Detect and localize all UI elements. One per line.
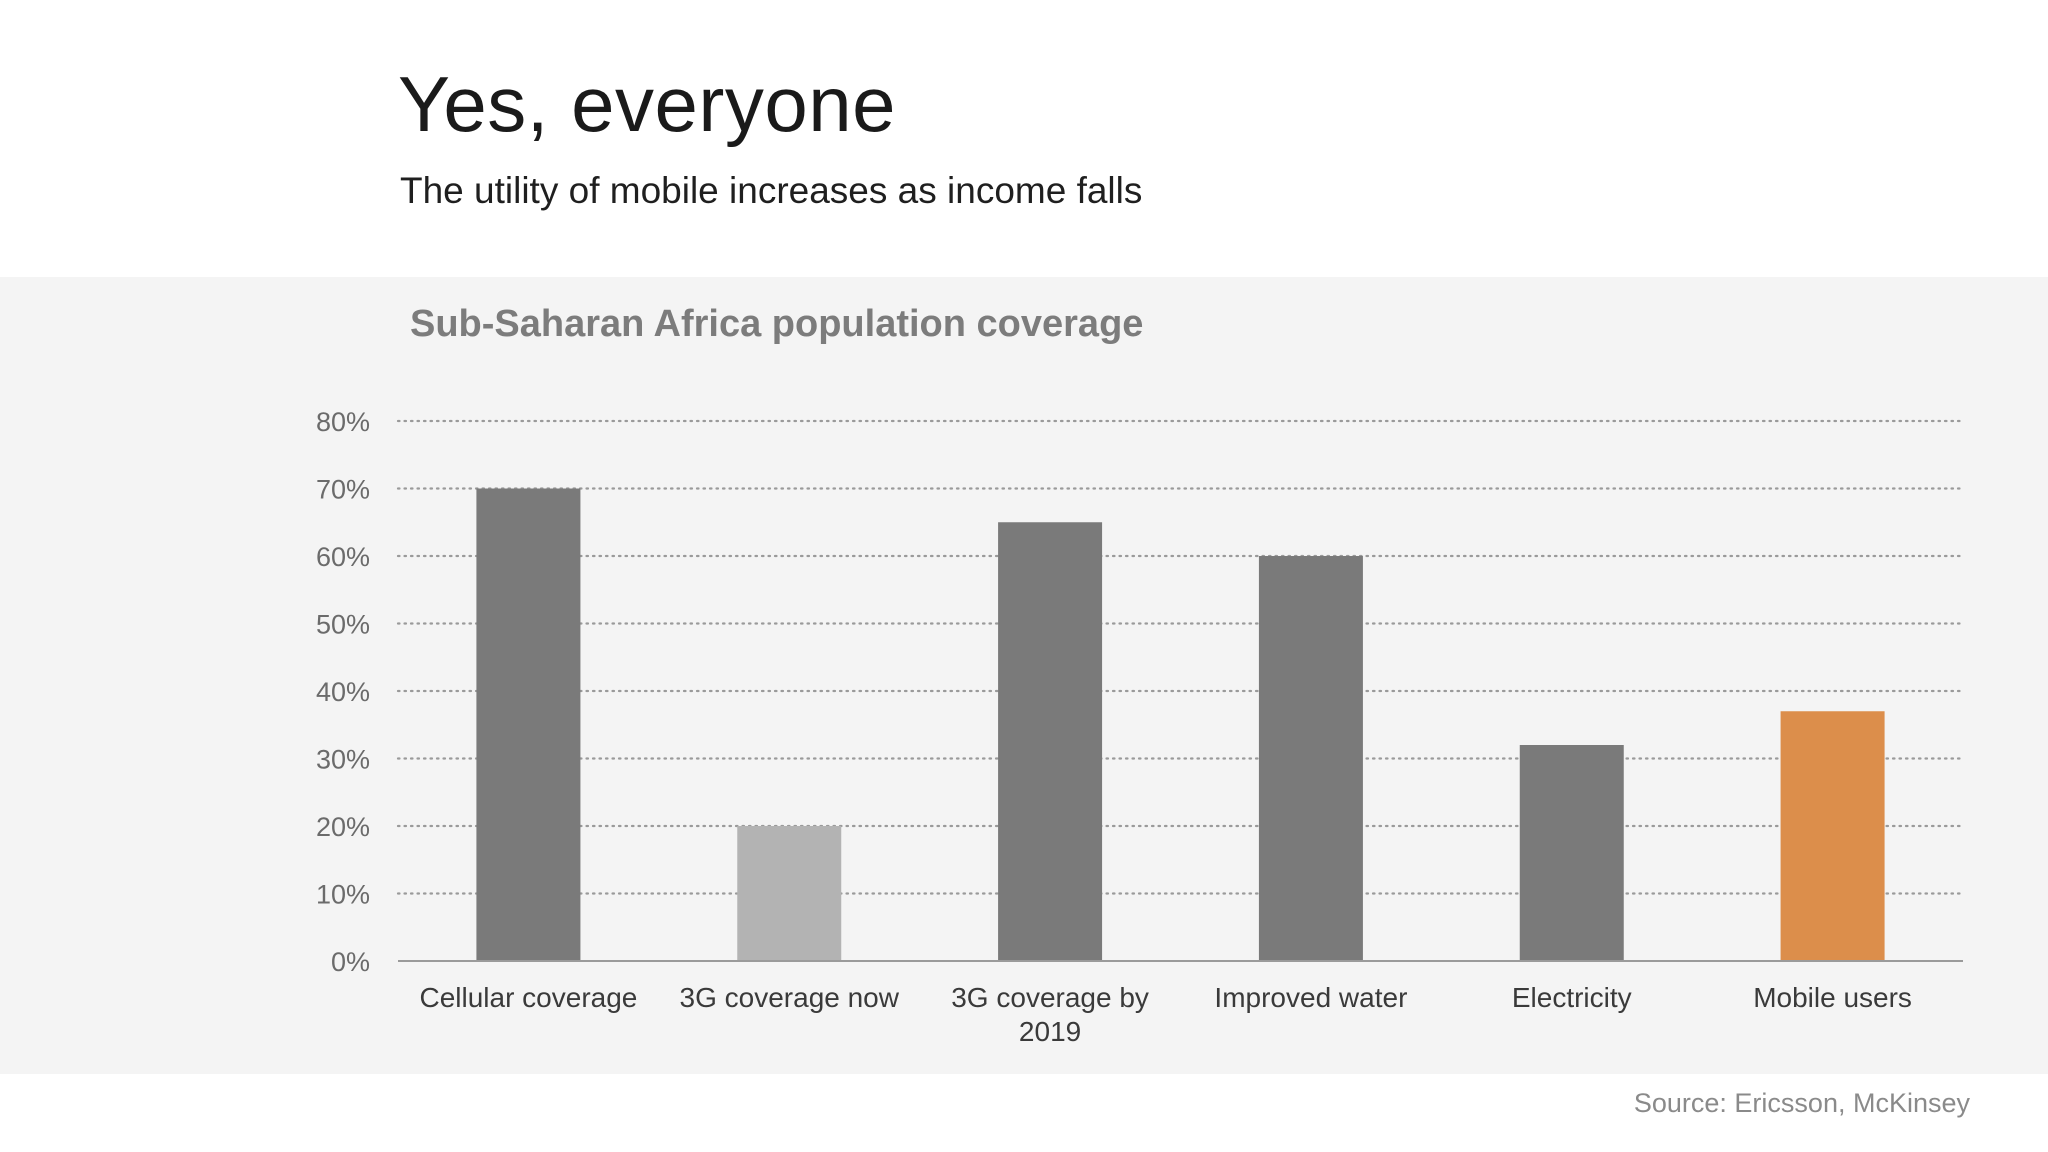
bar (998, 522, 1103, 961)
source-note: Source: Ericsson, McKinsey (1633, 1088, 1970, 1118)
y-tick-label: 20% (316, 812, 370, 842)
chart-title: Sub-Saharan Africa population coverage (410, 303, 1144, 345)
x-axis-tick-labels: Cellular coverage 3G coverage now 3G cover… (419, 982, 1911, 1047)
y-tick-label: 80% (316, 407, 370, 437)
y-tick-label: 30% (316, 745, 370, 775)
y-tick-label: 60% (316, 542, 370, 572)
y-tick-label: 10% (316, 880, 370, 910)
bar (1519, 745, 1624, 961)
y-axis-tick-labels: 0% 10% 20% 30% 40% 50% 60% 70% 80% (316, 407, 370, 977)
grid-lines (396, 419, 1965, 895)
bar (1780, 711, 1885, 961)
bars (476, 488, 1885, 961)
bar (1258, 556, 1363, 961)
headline: Yes, everyone (398, 60, 896, 148)
y-tick-label: 40% (316, 677, 370, 707)
x-tick-label: 3G coverage by 2019 (951, 982, 1149, 1047)
x-tick-label: 3G coverage now (680, 982, 900, 1013)
x-tick-label: Cellular coverage (419, 982, 637, 1013)
bar (737, 826, 842, 961)
x-tick-label: Electricity (1512, 982, 1632, 1013)
y-tick-label: 50% (316, 610, 370, 640)
bar (476, 488, 581, 961)
x-tick-label: Mobile users (1753, 982, 1912, 1013)
subheadline: The utility of mobile increases as incom… (400, 170, 1143, 211)
y-tick-label: 0% (331, 947, 370, 977)
x-tick-label: Improved water (1214, 982, 1407, 1013)
y-tick-label: 70% (316, 475, 370, 505)
